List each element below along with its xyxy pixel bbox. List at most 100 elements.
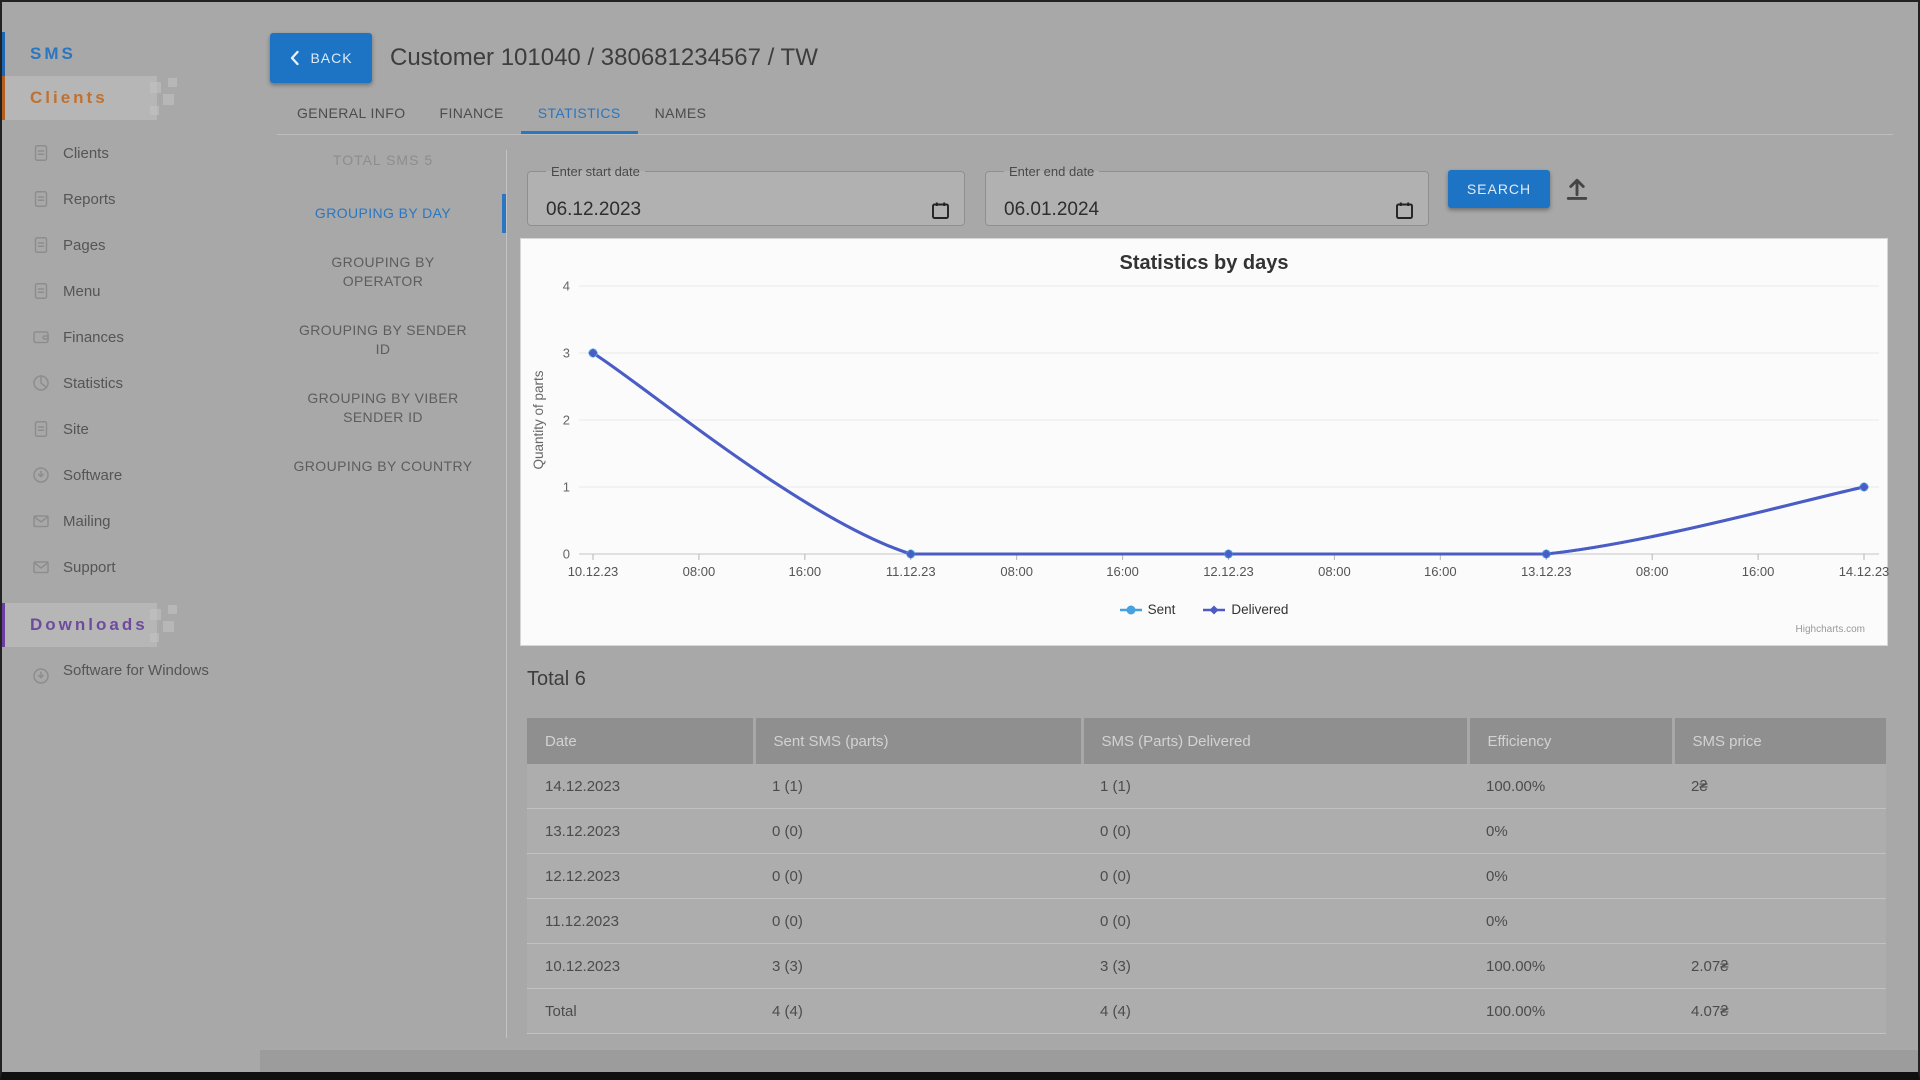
legend-item-sent[interactable]: Sent (1120, 602, 1176, 617)
table-cell: 0 (0) (754, 899, 1082, 944)
tabs-divider (277, 134, 1893, 135)
sidebar: SMS Clients Clients Reports Pages Menu Finan… (0, 0, 260, 1080)
chart-plot: 0123410.12.2308:0016:0011.12.2308:0016:0… (521, 239, 1889, 647)
legend-marker-delivered (1203, 603, 1225, 617)
table-cell: 0% (1468, 854, 1673, 899)
sms-accent-bar (0, 32, 5, 76)
sidebar-item-label: Support (63, 559, 116, 576)
search-button[interactable]: SEARCH (1448, 170, 1550, 208)
start-date-field[interactable]: Enter start date 06.12.2023 (527, 164, 965, 226)
calendar-icon[interactable] (1395, 201, 1414, 220)
tab-general-info[interactable]: GENERAL INFO (280, 96, 423, 134)
x-tick-label: 08:00 (1318, 564, 1351, 579)
back-button[interactable]: BACK (270, 33, 372, 83)
y-tick-label: 3 (563, 346, 570, 361)
pixel-decoration (150, 633, 159, 642)
table-cell: 0 (0) (1082, 809, 1468, 854)
table-row: Total4 (4)4 (4)100.00%4.07₴ (527, 989, 1886, 1034)
sidebar-item-menu[interactable]: Menu (0, 268, 260, 314)
pie-chart-icon (31, 373, 51, 393)
column-header-sent-sms-parts-: Sent SMS (parts) (754, 718, 1082, 764)
start-date-value[interactable]: 06.12.2023 (546, 199, 641, 221)
tab-finance[interactable]: FINANCE (423, 96, 521, 134)
x-tick-label: 16:00 (1106, 564, 1139, 579)
legend-marker-sent (1120, 603, 1142, 617)
x-tick-label: 16:00 (789, 564, 822, 579)
sidebar-item-support[interactable]: Support (0, 544, 260, 590)
table-cell: 10.12.2023 (527, 944, 754, 989)
y-tick-label: 4 (563, 279, 570, 294)
upload-icon[interactable] (1562, 174, 1592, 204)
back-button-label: BACK (310, 50, 352, 66)
end-date-field[interactable]: Enter end date 06.01.2024 (985, 164, 1429, 226)
wallet-icon (31, 327, 51, 347)
statistics-subnav: TOTAL SMS 5 GROUPING BY DAYGROUPING BY O… (260, 152, 506, 496)
tab-names[interactable]: NAMES (638, 96, 724, 134)
sidebar-item-reports[interactable]: Reports (0, 176, 260, 222)
table-row: 13.12.20230 (0)0 (0)0% (527, 809, 1886, 854)
subnav-item-grouping-by-operator[interactable]: GROUPING BY OPERATOR (260, 243, 506, 301)
table-cell: 0 (0) (754, 809, 1082, 854)
sidebar-group-clients-label: Clients (30, 88, 108, 108)
subnav-item-grouping-by-country[interactable]: GROUPING BY COUNTRY (260, 447, 506, 486)
legend-item-delivered[interactable]: Delivered (1203, 602, 1288, 617)
sidebar-item-finances[interactable]: Finances (0, 314, 260, 360)
sidebar-item-label: Mailing (63, 513, 111, 530)
sidebar-item-statistics[interactable]: Statistics (0, 360, 260, 406)
x-tick-label: 08:00 (1000, 564, 1033, 579)
sidebar-group-downloads[interactable]: Downloads (0, 603, 260, 647)
table-cell: Total (527, 989, 754, 1034)
x-tick-label: 16:00 (1424, 564, 1457, 579)
subnav-item-grouping-by-day[interactable]: GROUPING BY DAY (260, 194, 506, 233)
subnav-item-grouping-by-viber-sender-id[interactable]: GROUPING BY VIBER SENDER ID (260, 379, 506, 437)
table-cell: 3 (3) (1082, 944, 1468, 989)
table-cell: 100.00% (1468, 944, 1673, 989)
table-cell: 14.12.2023 (527, 764, 754, 809)
sidebar-item-label: Menu (63, 283, 101, 300)
sidebar-item-clients[interactable]: Clients (0, 130, 260, 176)
sidebar-item-software[interactable]: Software (0, 452, 260, 498)
sidebar-group-downloads-label: Downloads (30, 615, 148, 635)
table-cell: 100.00% (1468, 764, 1673, 809)
table-cell: 4 (4) (1082, 989, 1468, 1034)
sidebar-item-pages[interactable]: Pages (0, 222, 260, 268)
x-tick-label: 16:00 (1742, 564, 1775, 579)
sidebar-item-label: Reports (63, 191, 116, 208)
x-tick-label: 11.12.23 (886, 564, 936, 579)
pixel-decoration (163, 621, 174, 632)
table-cell: 0 (0) (1082, 899, 1468, 944)
pixel-decoration (150, 82, 161, 93)
pixel-decoration (150, 609, 161, 620)
table-cell: 3 (3) (754, 944, 1082, 989)
sidebar-item-label: Pages (63, 237, 106, 254)
table-cell: 0% (1468, 809, 1673, 854)
sidebar-group-clients[interactable]: Clients (0, 76, 260, 120)
sidebar-item-software-for-windows[interactable]: Software for Windows (0, 658, 230, 684)
sidebar-item-site[interactable]: Site (0, 406, 260, 452)
table-cell (1673, 899, 1886, 944)
x-tick-label: 10.12.23 (568, 564, 619, 579)
subnav-item-grouping-by-sender-id[interactable]: GROUPING BY SENDER ID (260, 311, 506, 369)
x-tick-label: 13.12.23 (1521, 564, 1572, 579)
table-row: 11.12.20230 (0)0 (0)0% (527, 899, 1886, 944)
table-row: 14.12.20231 (1)1 (1)100.00%2₴ (527, 764, 1886, 809)
sidebar-item-label: Software (63, 467, 122, 484)
sidebar-group-sms[interactable]: SMS (0, 32, 260, 76)
document-icon (31, 419, 51, 439)
x-tick-label: 08:00 (683, 564, 716, 579)
table-cell: 100.00% (1468, 989, 1673, 1034)
end-date-value[interactable]: 06.01.2024 (1004, 199, 1099, 221)
tab-statistics[interactable]: STATISTICS (521, 96, 638, 134)
table-cell (1673, 854, 1886, 899)
table-total-label: Total 6 (527, 668, 586, 691)
document-icon (31, 281, 51, 301)
envelope-icon (31, 557, 51, 577)
table-cell: 12.12.2023 (527, 854, 754, 899)
column-header-sms-price: SMS price (1673, 718, 1886, 764)
table-cell: 0% (1468, 899, 1673, 944)
table-cell: 13.12.2023 (527, 809, 754, 854)
calendar-icon[interactable] (931, 201, 950, 220)
sidebar-item-mailing[interactable]: Mailing (0, 498, 260, 544)
document-icon (31, 143, 51, 163)
vertical-divider (506, 150, 507, 1038)
